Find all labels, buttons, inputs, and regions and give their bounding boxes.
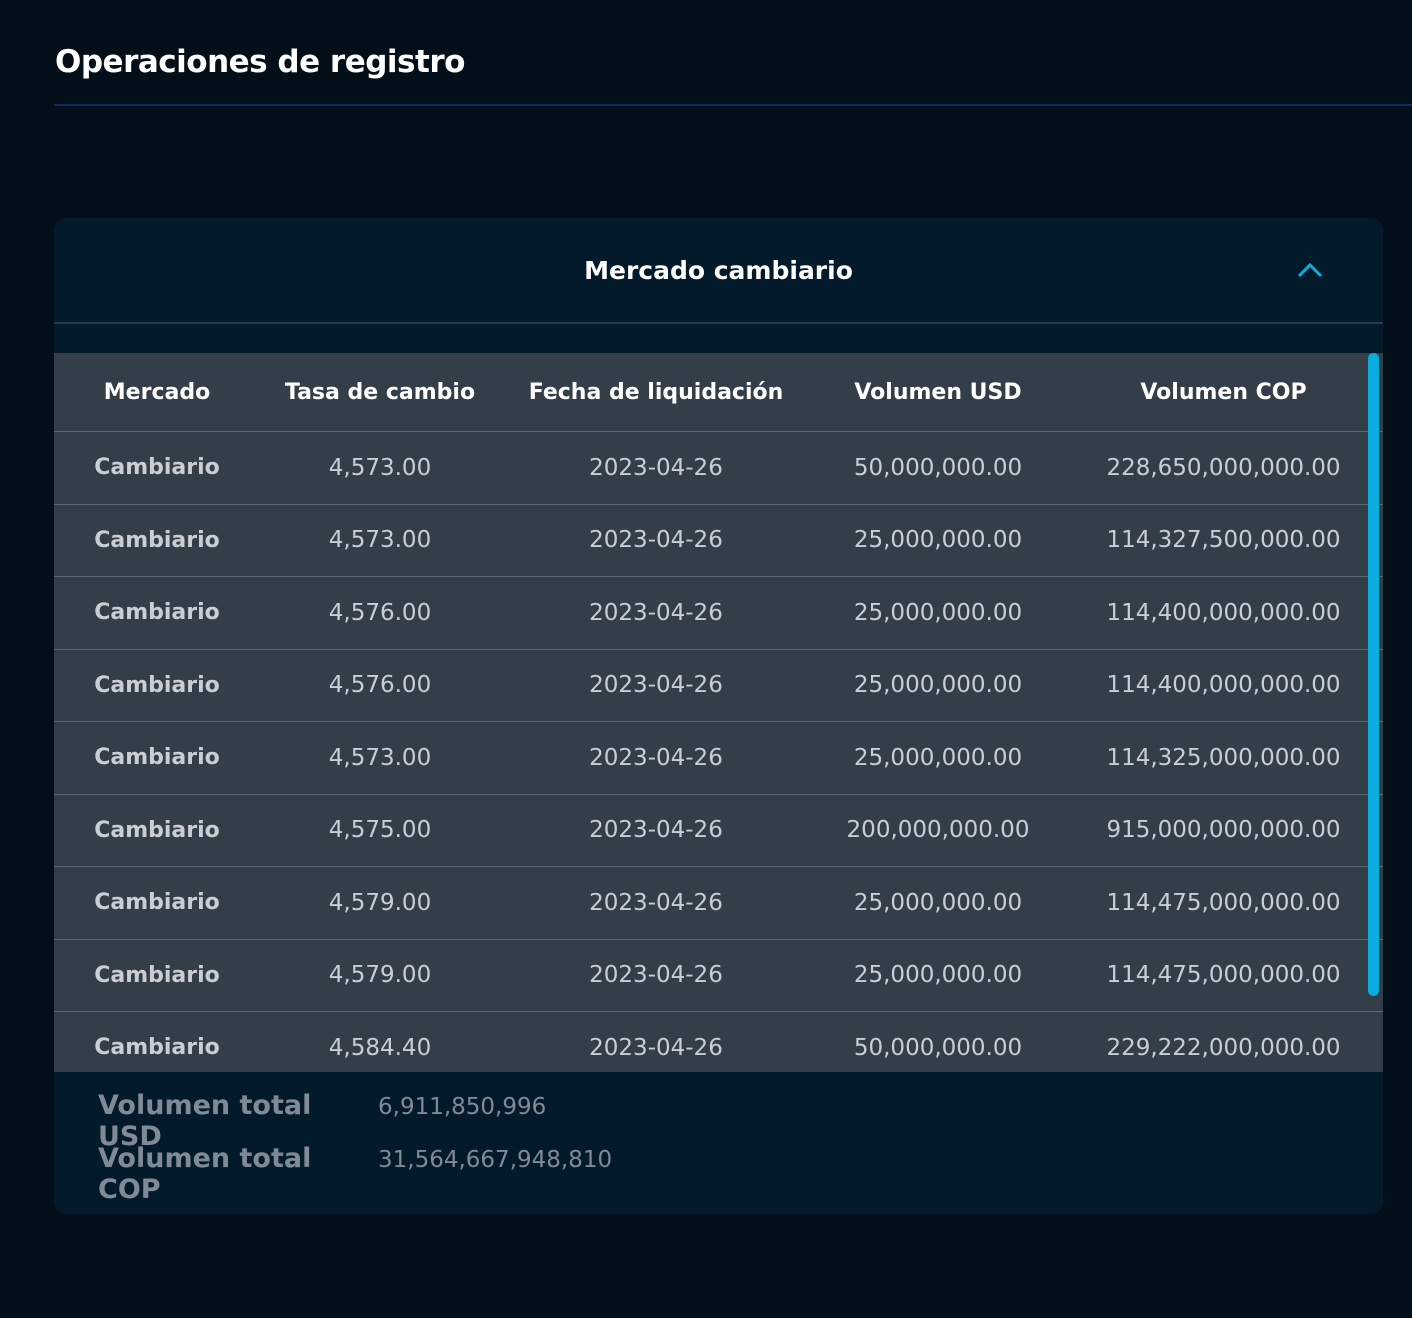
total-value: 31,564,667,948,810 bbox=[378, 1147, 613, 1173]
table-cell: 4,575.00 bbox=[260, 794, 500, 867]
total-row: Volumen total COP 31,564,667,948,810 bbox=[98, 1143, 613, 1205]
column-header: Mercado bbox=[54, 353, 260, 432]
panel-header[interactable]: Mercado cambiario bbox=[54, 218, 1383, 324]
table-cell: 4,573.00 bbox=[260, 721, 500, 795]
table-cell: 2023-04-26 bbox=[500, 649, 812, 722]
table-cell: 2023-04-26 bbox=[500, 504, 812, 577]
table-row[interactable]: Cambiario 4,573.00 2023-04-26 25,000,000.00… bbox=[54, 721, 1383, 795]
mercado-cambiario-panel: Mercado cambiario Mercado Tasa de cambio F… bbox=[54, 218, 1383, 1214]
scrollbar-thumb[interactable] bbox=[1368, 353, 1379, 996]
table-cell: 25,000,000.00 bbox=[812, 866, 1064, 940]
table-cell: 25,000,000.00 bbox=[812, 939, 1064, 1012]
total-label: Volumen total USD bbox=[98, 1090, 312, 1152]
table-cell: 4,579.00 bbox=[260, 939, 500, 1012]
table-cell: Cambiario bbox=[54, 721, 260, 795]
table-header-row: Mercado Tasa de cambio Fecha de liquidació… bbox=[54, 353, 1383, 432]
table-cell: 2023-04-26 bbox=[500, 939, 812, 1012]
table-cell: 114,475,000,000.00 bbox=[1064, 866, 1383, 940]
table-cell: Cambiario bbox=[54, 504, 260, 577]
totals-section: Volumen total USD 6,911,850,996 Volumen to… bbox=[98, 1090, 613, 1205]
table-cell: 25,000,000.00 bbox=[812, 721, 1064, 795]
table-cell: 228,650,000,000.00 bbox=[1064, 431, 1383, 505]
table-row[interactable]: Cambiario 4,573.00 2023-04-26 25,000,000.00… bbox=[54, 504, 1383, 577]
table-cell: 4,576.00 bbox=[260, 649, 500, 722]
table-cell: 25,000,000.00 bbox=[812, 576, 1064, 650]
table-cell: 2023-04-26 bbox=[500, 866, 812, 940]
table-row[interactable]: Cambiario 4,576.00 2023-04-26 25,000,000.00… bbox=[54, 576, 1383, 650]
table-cell: 50,000,000.00 bbox=[812, 1011, 1064, 1072]
table-cell: 114,325,000,000.00 bbox=[1064, 721, 1383, 795]
table-row[interactable]: Cambiario 4,575.00 2023-04-26 200,000,000.0… bbox=[54, 794, 1383, 867]
table-row[interactable]: Cambiario 4,579.00 2023-04-26 25,000,000.00… bbox=[54, 866, 1383, 940]
operations-table: Mercado Tasa de cambio Fecha de liquidació… bbox=[54, 353, 1383, 1072]
table-row[interactable]: Cambiario 4,576.00 2023-04-26 25,000,000.00… bbox=[54, 649, 1383, 722]
table-cell: 4,576.00 bbox=[260, 576, 500, 650]
total-row: Volumen total USD 6,911,850,996 bbox=[98, 1090, 612, 1152]
table-cell: 915,000,000,000.00 bbox=[1064, 794, 1383, 867]
table-cell: 114,400,000,000.00 bbox=[1064, 649, 1383, 722]
column-header: Fecha de liquidación bbox=[500, 353, 812, 432]
table-cell: 114,475,000,000.00 bbox=[1064, 939, 1383, 1012]
table-cell: Cambiario bbox=[54, 1011, 260, 1072]
table-cell: 2023-04-26 bbox=[500, 576, 812, 650]
total-value: 6,911,850,996 bbox=[378, 1094, 547, 1120]
total-label: Volumen total COP bbox=[98, 1143, 312, 1205]
table-cell: 2023-04-26 bbox=[500, 431, 812, 505]
table-row[interactable]: Cambiario 4,584.40 2023-04-26 50,000,000.00… bbox=[54, 1011, 1383, 1072]
table-cell: Cambiario bbox=[54, 649, 260, 722]
table-cell: Cambiario bbox=[54, 576, 260, 650]
table-scroll-area[interactable]: Mercado Tasa de cambio Fecha de liquidació… bbox=[54, 353, 1383, 1072]
page-title: Operaciones de registro bbox=[55, 44, 465, 80]
table-cell: 4,584.40 bbox=[260, 1011, 500, 1072]
table-cell: 4,579.00 bbox=[260, 866, 500, 940]
chevron-up-icon[interactable] bbox=[1296, 260, 1324, 280]
table-cell: 200,000,000.00 bbox=[812, 794, 1064, 867]
table-cell: 229,222,000,000.00 bbox=[1064, 1011, 1383, 1072]
table-cell: 114,400,000,000.00 bbox=[1064, 576, 1383, 650]
column-header: Volumen USD bbox=[812, 353, 1064, 432]
table-row[interactable]: Cambiario 4,579.00 2023-04-26 25,000,000.00… bbox=[54, 939, 1383, 1012]
table-cell: Cambiario bbox=[54, 431, 260, 505]
table-cell: 4,573.00 bbox=[260, 504, 500, 577]
table-cell: 2023-04-26 bbox=[500, 721, 812, 795]
table-cell: 25,000,000.00 bbox=[812, 649, 1064, 722]
table-cell: 25,000,000.00 bbox=[812, 504, 1064, 577]
table-row[interactable]: Cambiario 4,573.00 2023-04-26 50,000,000.00… bbox=[54, 431, 1383, 505]
column-header: Tasa de cambio bbox=[260, 353, 500, 432]
table-cell: 2023-04-26 bbox=[500, 1011, 812, 1072]
table-cell: 114,327,500,000.00 bbox=[1064, 504, 1383, 577]
table-cell: Cambiario bbox=[54, 939, 260, 1012]
table-cell: 4,573.00 bbox=[260, 431, 500, 505]
table-cell: Cambiario bbox=[54, 866, 260, 940]
column-header: Volumen COP bbox=[1064, 353, 1383, 432]
title-divider bbox=[54, 104, 1412, 106]
table-cell: 50,000,000.00 bbox=[812, 431, 1064, 505]
panel-title: Mercado cambiario bbox=[584, 256, 853, 285]
table-cell: 2023-04-26 bbox=[500, 794, 812, 867]
table-cell: Cambiario bbox=[54, 794, 260, 867]
